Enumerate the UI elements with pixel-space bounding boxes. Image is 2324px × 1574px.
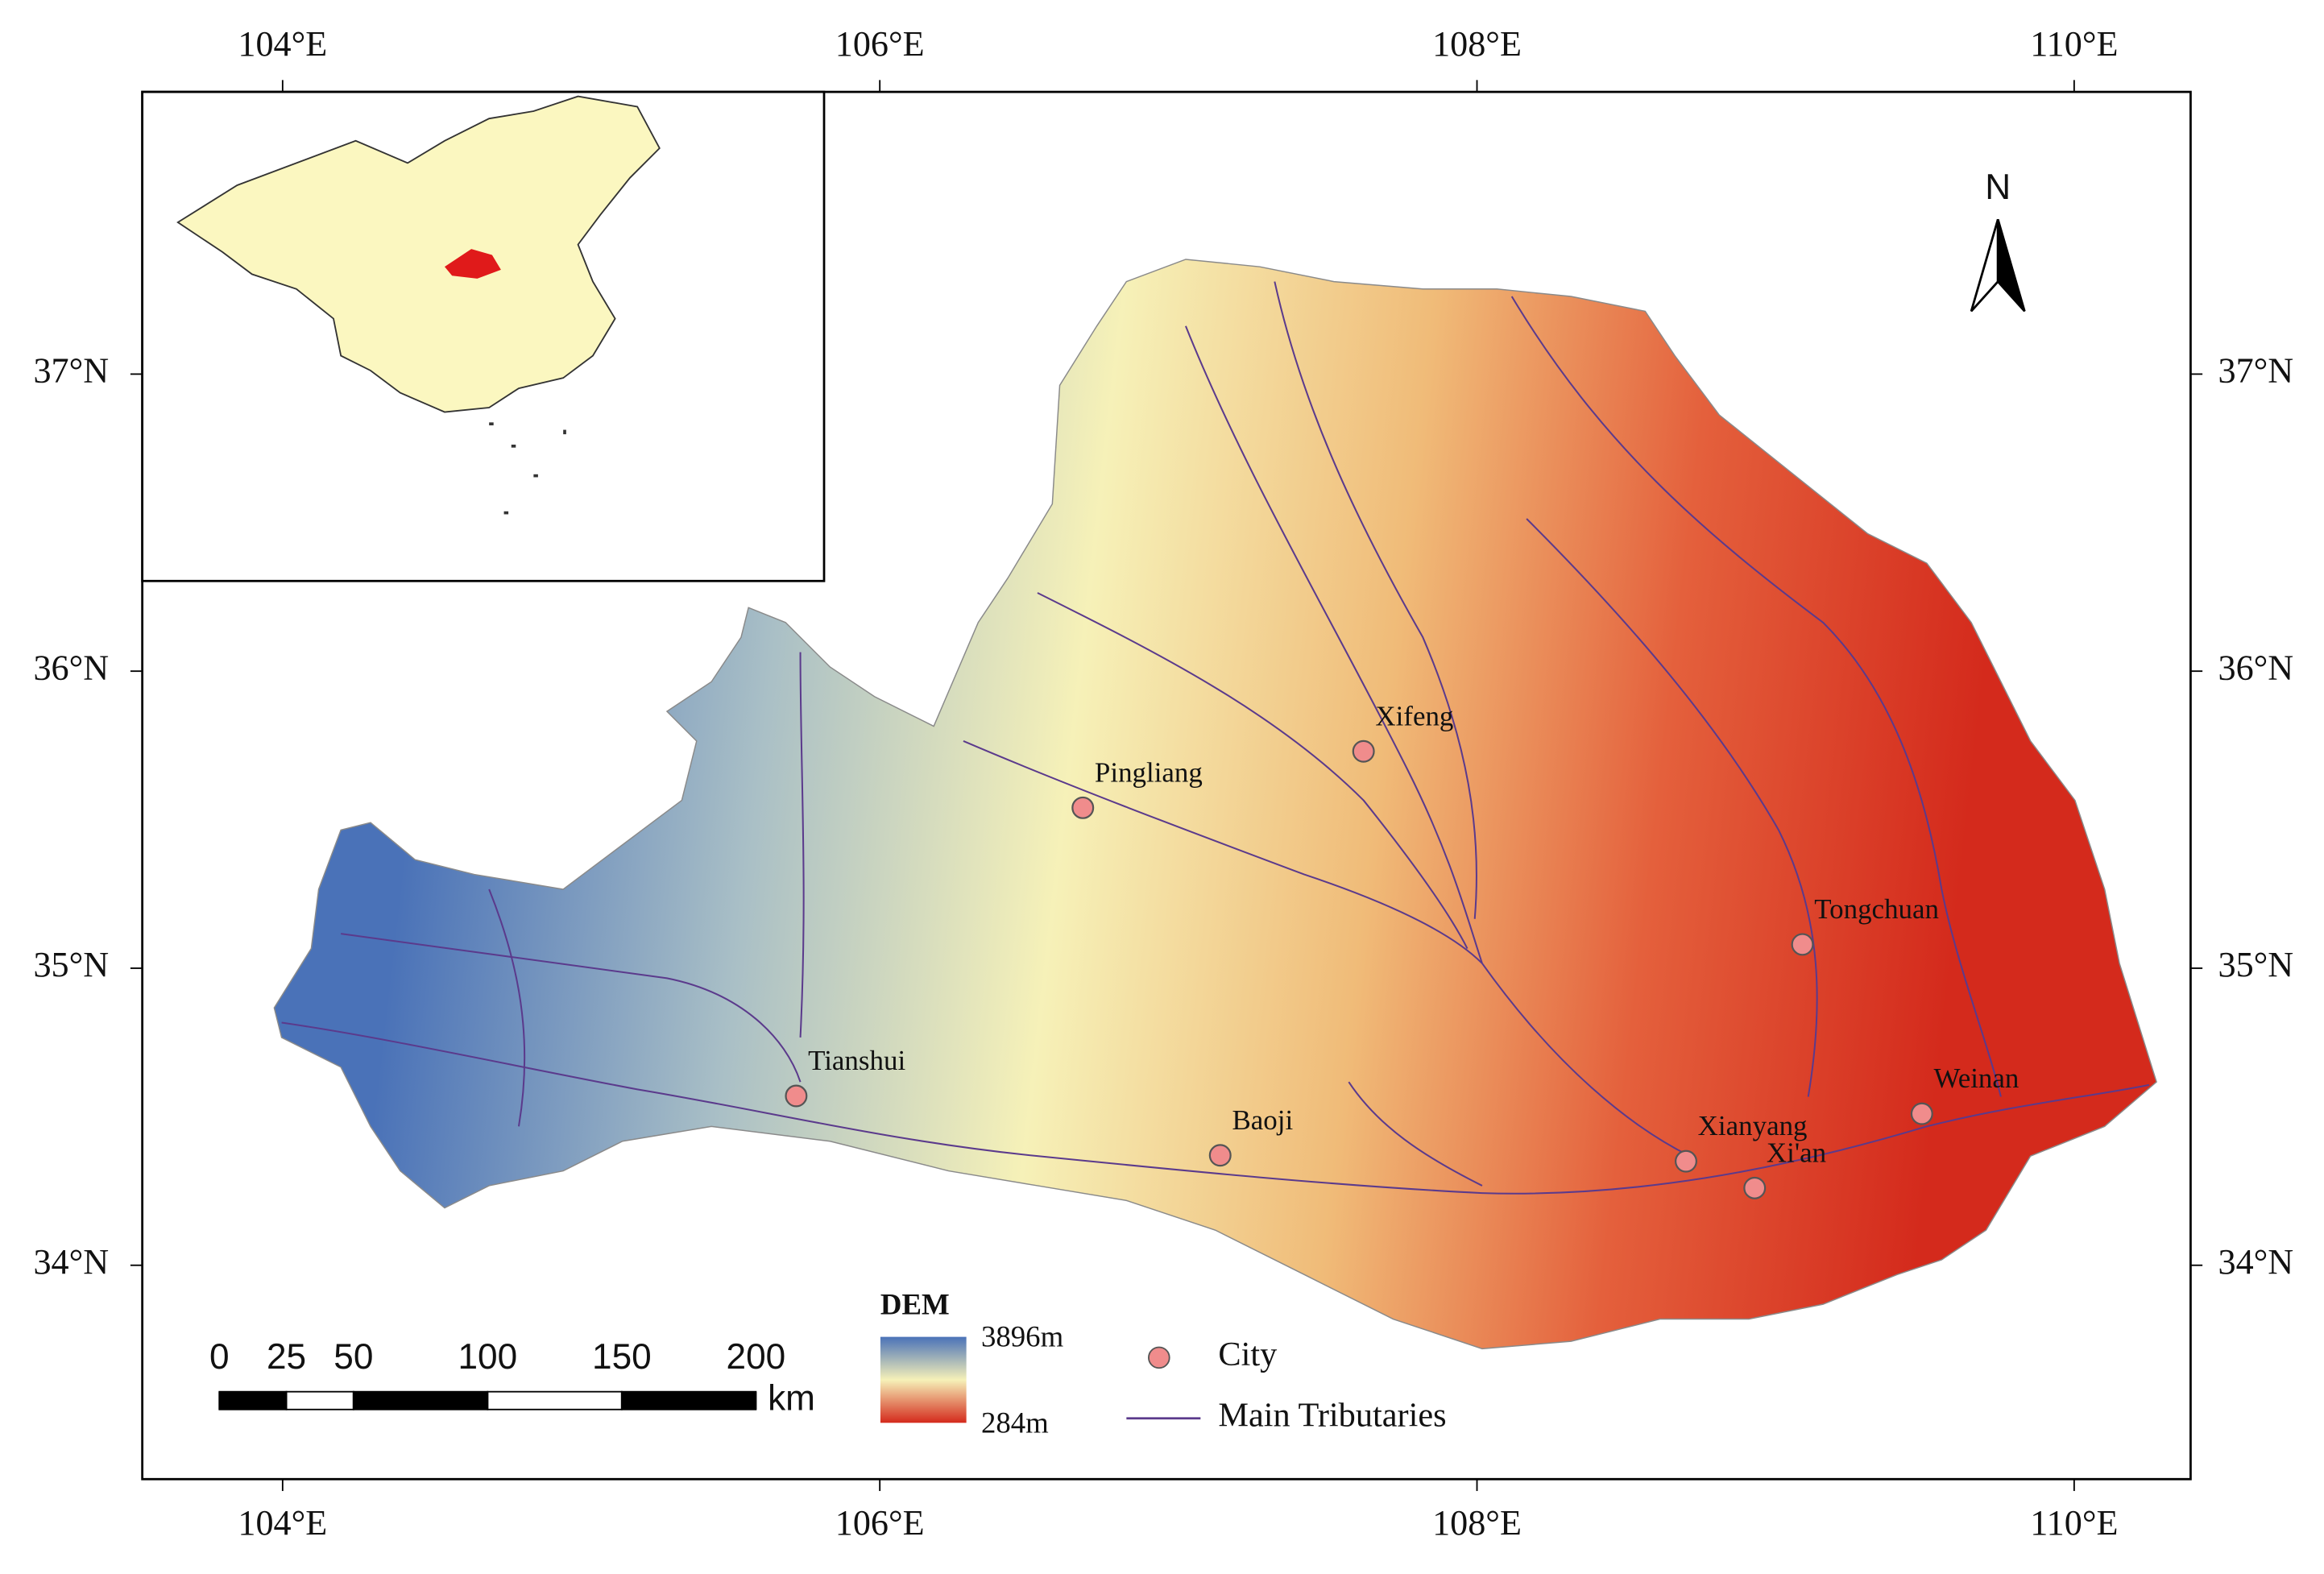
scale-label: 50 <box>333 1337 373 1377</box>
lat-label-left: 37°N <box>33 351 109 391</box>
city-point <box>1743 1176 1767 1199</box>
city-label: Tianshui <box>808 1045 905 1076</box>
city-point <box>1352 739 1375 763</box>
lon-label-bottom: 104°E <box>238 1503 327 1543</box>
city-point <box>1791 933 1814 956</box>
lat-label-right: 34°N <box>2218 1242 2294 1282</box>
legend-dem-bar <box>880 1336 967 1423</box>
lon-label-bottom: 110°E <box>2030 1503 2118 1543</box>
lat-label-left: 35°N <box>33 945 109 984</box>
scale-segment <box>352 1390 489 1410</box>
inset-islands <box>489 422 566 515</box>
lat-label-left: 34°N <box>33 1242 109 1282</box>
lat-label-right: 35°N <box>2218 945 2294 984</box>
city-label: Xi'an <box>1767 1137 1826 1168</box>
lat-label-left: 36°N <box>33 648 109 687</box>
scale-unit: km <box>768 1378 815 1418</box>
scale-label: 150 <box>592 1337 652 1377</box>
city-point <box>1208 1144 1232 1167</box>
city-point <box>1910 1102 1933 1125</box>
legend-dem-min: 284m <box>981 1406 1049 1439</box>
inset-basin <box>444 249 501 279</box>
lon-label-bottom: 106°E <box>835 1503 925 1543</box>
city-point <box>1674 1149 1697 1173</box>
lat-label-right: 37°N <box>2218 351 2294 391</box>
legend-city: City <box>1218 1336 1277 1373</box>
layer: 104°E 104°E 106°E 106°E 108°E 108°E 110°E 110°E… <box>33 24 2293 1543</box>
legend-tributaries: Main Tributaries <box>1218 1397 1446 1435</box>
lon-label-top: 108°E <box>1432 24 1522 64</box>
city-label: Weinan <box>1934 1062 2020 1094</box>
basin <box>273 259 2157 1350</box>
inset-china <box>176 95 661 413</box>
lat-label-right: 36°N <box>2218 648 2294 687</box>
scale-label: 25 <box>267 1337 306 1377</box>
scale-segment <box>285 1390 354 1410</box>
scale-label: 100 <box>458 1337 518 1377</box>
city-label: Tongchuan <box>1814 893 1939 925</box>
legend-dem-max: 3896m <box>981 1320 1064 1353</box>
north-arrow <box>1996 218 2026 313</box>
lon-label-bottom: 108°E <box>1432 1503 1522 1543</box>
legend-dem-title: DEM <box>880 1287 950 1320</box>
legend-city-symbol <box>1148 1346 1170 1369</box>
rivers <box>281 281 2150 1195</box>
city-label: Xianyang <box>1698 1110 1808 1141</box>
scale-segment <box>218 1390 288 1410</box>
city-label: Baoji <box>1232 1104 1293 1136</box>
lon-label-top: 106°E <box>835 24 925 64</box>
city-label: Pingliang <box>1095 756 1203 788</box>
city-point <box>1071 796 1095 819</box>
scale-label: 200 <box>727 1337 786 1377</box>
scale-segment <box>487 1390 623 1410</box>
city-point <box>785 1084 808 1108</box>
lon-label-top: 104°E <box>238 24 327 64</box>
lon-label-top: 110°E <box>2030 24 2118 64</box>
city-label: Xifeng <box>1375 700 1453 731</box>
scale-label: 0 <box>209 1337 230 1377</box>
north-label: N <box>1985 168 2011 207</box>
scale-segment <box>620 1390 757 1410</box>
